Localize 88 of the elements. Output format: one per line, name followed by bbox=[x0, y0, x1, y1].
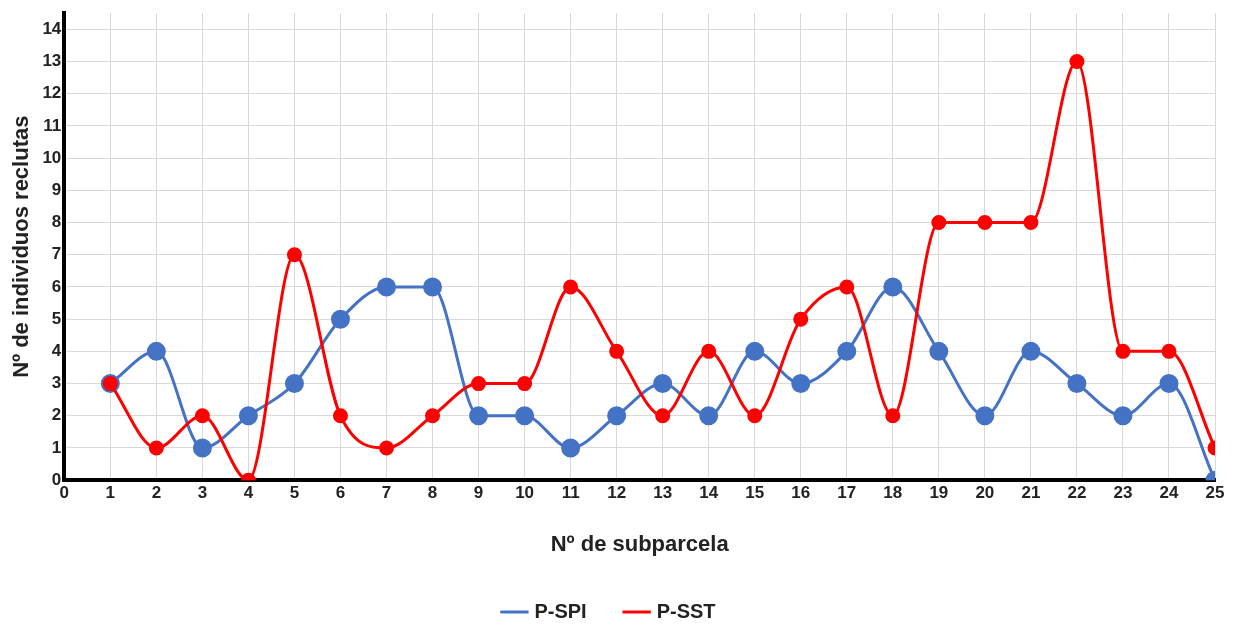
point bbox=[146, 341, 166, 361]
point bbox=[977, 215, 993, 231]
point bbox=[471, 376, 487, 392]
x-tick-label: 10 bbox=[515, 483, 535, 503]
y-tick-label: 2 bbox=[51, 405, 62, 425]
y-tick-label: 11 bbox=[43, 115, 62, 135]
x-axis-title: Nº de subparcela bbox=[550, 530, 730, 556]
y-axis-title: Nº de individuos reclutas bbox=[8, 115, 34, 378]
x-tick-label: 21 bbox=[1021, 483, 1041, 503]
point bbox=[1067, 374, 1087, 394]
x-tick-label: 6 bbox=[335, 483, 346, 503]
point bbox=[238, 406, 258, 426]
point bbox=[563, 279, 579, 295]
y-tick-label: 1 bbox=[51, 437, 62, 457]
point bbox=[1069, 54, 1085, 70]
y-tick-label: 7 bbox=[51, 244, 62, 264]
y-tick-label: 9 bbox=[51, 180, 62, 200]
x-tick-label: 18 bbox=[883, 483, 903, 503]
point bbox=[837, 341, 857, 361]
x-tick-label: 20 bbox=[975, 483, 995, 503]
x-tick-label: 11 bbox=[561, 483, 580, 503]
point bbox=[148, 440, 164, 456]
y-tick-label: 14 bbox=[42, 18, 62, 38]
legend-label: P-SST bbox=[656, 599, 716, 622]
point bbox=[286, 247, 302, 263]
point bbox=[609, 343, 625, 359]
x-tick-label: 8 bbox=[427, 483, 438, 503]
x-tick-label: 4 bbox=[243, 483, 254, 503]
point bbox=[793, 311, 809, 327]
point bbox=[561, 438, 581, 458]
x-tick-label: 9 bbox=[473, 483, 484, 503]
x-tick-label: 25 bbox=[1205, 483, 1225, 503]
y-tick-label: 12 bbox=[42, 83, 62, 103]
point bbox=[745, 341, 765, 361]
point bbox=[284, 374, 304, 394]
x-tick-label: 24 bbox=[1159, 483, 1179, 503]
point bbox=[1113, 406, 1133, 426]
point bbox=[883, 277, 903, 297]
point bbox=[607, 406, 627, 426]
x-tick-label: 7 bbox=[381, 483, 392, 503]
x-tick-label: 15 bbox=[745, 483, 765, 503]
point bbox=[192, 438, 212, 458]
x-tick-label: 5 bbox=[289, 483, 300, 503]
y-tick-label: 5 bbox=[51, 308, 62, 328]
point bbox=[1115, 343, 1131, 359]
point bbox=[423, 277, 443, 297]
point bbox=[330, 309, 350, 329]
point bbox=[747, 408, 763, 424]
x-tick-label: 3 bbox=[197, 483, 208, 503]
y-tick-label: 6 bbox=[51, 276, 62, 296]
y-tick-label: 10 bbox=[42, 147, 62, 167]
point bbox=[515, 406, 535, 426]
x-tick-label: 1 bbox=[105, 483, 116, 503]
y-tick-label: 13 bbox=[42, 51, 62, 71]
point bbox=[701, 343, 717, 359]
y-tick-label: 4 bbox=[51, 341, 62, 361]
x-tick-label: 2 bbox=[151, 483, 162, 503]
point bbox=[931, 215, 947, 231]
point bbox=[469, 406, 489, 426]
point bbox=[653, 374, 673, 394]
point bbox=[377, 277, 396, 297]
point bbox=[1023, 215, 1039, 231]
point bbox=[517, 376, 533, 392]
x-tick-label: 13 bbox=[653, 483, 673, 503]
x-tick-label: 23 bbox=[1113, 483, 1133, 503]
point bbox=[885, 408, 901, 424]
point bbox=[379, 440, 394, 456]
point bbox=[699, 406, 719, 426]
point bbox=[1159, 374, 1179, 394]
point bbox=[839, 279, 855, 295]
point bbox=[1161, 343, 1177, 359]
point bbox=[655, 408, 671, 424]
y-tick-label: 3 bbox=[51, 373, 62, 393]
y-tick-label: 8 bbox=[51, 212, 62, 232]
point bbox=[975, 406, 995, 426]
x-tick-label: 22 bbox=[1067, 483, 1087, 503]
x-tick-label: 16 bbox=[791, 483, 811, 503]
point bbox=[1021, 341, 1041, 361]
x-tick-label: 19 bbox=[929, 483, 949, 503]
x-tick-label: 14 bbox=[699, 483, 719, 503]
point bbox=[194, 408, 210, 424]
point bbox=[425, 408, 441, 424]
x-tick-label: 17 bbox=[837, 483, 857, 503]
point bbox=[332, 408, 348, 424]
point bbox=[929, 341, 949, 361]
point bbox=[791, 374, 811, 394]
legend-label: P-SPI bbox=[534, 599, 587, 622]
x-tick-label: 12 bbox=[607, 483, 627, 503]
